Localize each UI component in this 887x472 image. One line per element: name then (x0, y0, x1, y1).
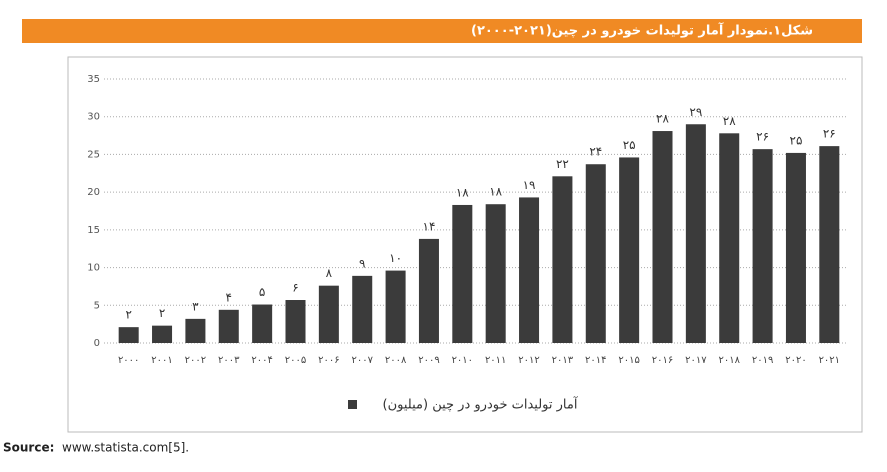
value-label: ۹ (359, 256, 365, 270)
value-label: ۱۸ (489, 185, 502, 199)
x-tick-label: ۲۰۰۰ (118, 355, 139, 366)
source-text: www.statista.com[5]. (62, 441, 189, 455)
y-tick-label: 30 (87, 112, 100, 123)
x-tick-label: ۲۰۰۵ (285, 355, 306, 366)
value-label: ۲۴ (589, 145, 602, 159)
y-tick-label: 5 (94, 300, 100, 311)
y-tick-label: 0 (94, 338, 100, 349)
x-tick-label: ۲۰۱۷ (685, 355, 707, 366)
value-label: ۲ (125, 308, 131, 322)
bar (352, 275, 373, 343)
x-tick-label: ۲۰۰۷ (351, 355, 373, 366)
value-label: ۲۶ (823, 127, 836, 141)
bar (585, 164, 606, 343)
y-tick-label: 10 (87, 263, 100, 274)
bar (785, 152, 806, 343)
x-tick-label: ۲۰۱۱ (485, 355, 506, 366)
bar (418, 238, 439, 343)
value-label: ۲۹ (689, 105, 702, 119)
value-label: ۲۵ (623, 138, 636, 152)
bar (185, 318, 206, 343)
bar (819, 146, 840, 343)
x-tick-label: ۲۰۱۵ (618, 355, 639, 366)
value-label: ۲۸ (656, 112, 669, 126)
bar (218, 309, 239, 343)
bar (752, 149, 773, 343)
bar (619, 157, 640, 343)
x-tick-label: ۲۰۱۲ (518, 355, 539, 366)
bar (719, 133, 740, 343)
x-tick-label: ۲۰۰۹ (418, 355, 439, 366)
x-tick-label: ۲۰۲۱ (819, 355, 840, 366)
value-label: ۲۲ (556, 157, 569, 171)
bar (552, 176, 573, 343)
value-label: ۲۵ (790, 133, 803, 147)
bar (385, 270, 406, 343)
value-label: ۴ (226, 290, 232, 304)
value-label: ۱۴ (423, 219, 436, 233)
bar (318, 285, 339, 343)
source-label: Source: (3, 441, 54, 455)
bar (452, 204, 473, 343)
value-label: ۱۰ (389, 251, 402, 265)
x-tick-label: ۲۰۱۹ (752, 355, 773, 366)
y-tick-label: 15 (87, 225, 100, 236)
x-tick-label: ۲۰۱۶ (652, 355, 673, 366)
bar (519, 197, 540, 343)
bar (118, 327, 139, 343)
title-banner (22, 19, 862, 43)
value-label: ۸ (326, 266, 333, 280)
bar (285, 300, 306, 343)
x-tick-label: ۲۰۱۴ (585, 355, 606, 366)
x-tick-label: ۲۰۰۴ (251, 355, 272, 366)
value-label: ۲۶ (756, 130, 769, 144)
x-tick-label: ۲۰۱۸ (718, 355, 740, 366)
x-tick-label: ۲۰۲۰ (785, 355, 806, 366)
x-tick-label: ۲۰۰۳ (218, 355, 240, 366)
x-tick-label: ۲۰۱۳ (552, 355, 574, 366)
y-tick-label: 35 (87, 74, 100, 85)
value-label: ۱۹ (523, 178, 536, 192)
x-tick-label: ۲۰۰۲ (185, 355, 206, 366)
x-tick-label: ۲۰۰۱ (151, 355, 172, 366)
bar (685, 124, 706, 343)
value-label: ۳ (192, 299, 199, 313)
bar (152, 325, 173, 343)
y-tick-label: 20 (87, 187, 100, 198)
value-label: ۱۸ (456, 185, 469, 199)
value-label: ۲ (159, 306, 165, 320)
chart-title: شکل۱.نمودار آمار تولیدات خودرو در چین(۲۰… (471, 22, 813, 39)
x-tick-label: ۲۰۱۰ (452, 355, 473, 366)
chart-frame (67, 56, 863, 433)
bar (485, 204, 506, 343)
x-tick-label: ۲۰۰۶ (318, 355, 339, 366)
legend-label: آمار تولیدات خودرو در چین (میلیون) (383, 396, 579, 413)
y-tick-label: 25 (87, 149, 100, 160)
bar (252, 304, 273, 343)
value-label: ۵ (259, 285, 265, 299)
x-tick-label: ۲۰۰۸ (385, 355, 407, 366)
value-label: ۶ (292, 281, 298, 295)
legend-swatch (348, 400, 357, 409)
value-label: ۲۸ (723, 114, 736, 128)
bar (652, 131, 673, 343)
